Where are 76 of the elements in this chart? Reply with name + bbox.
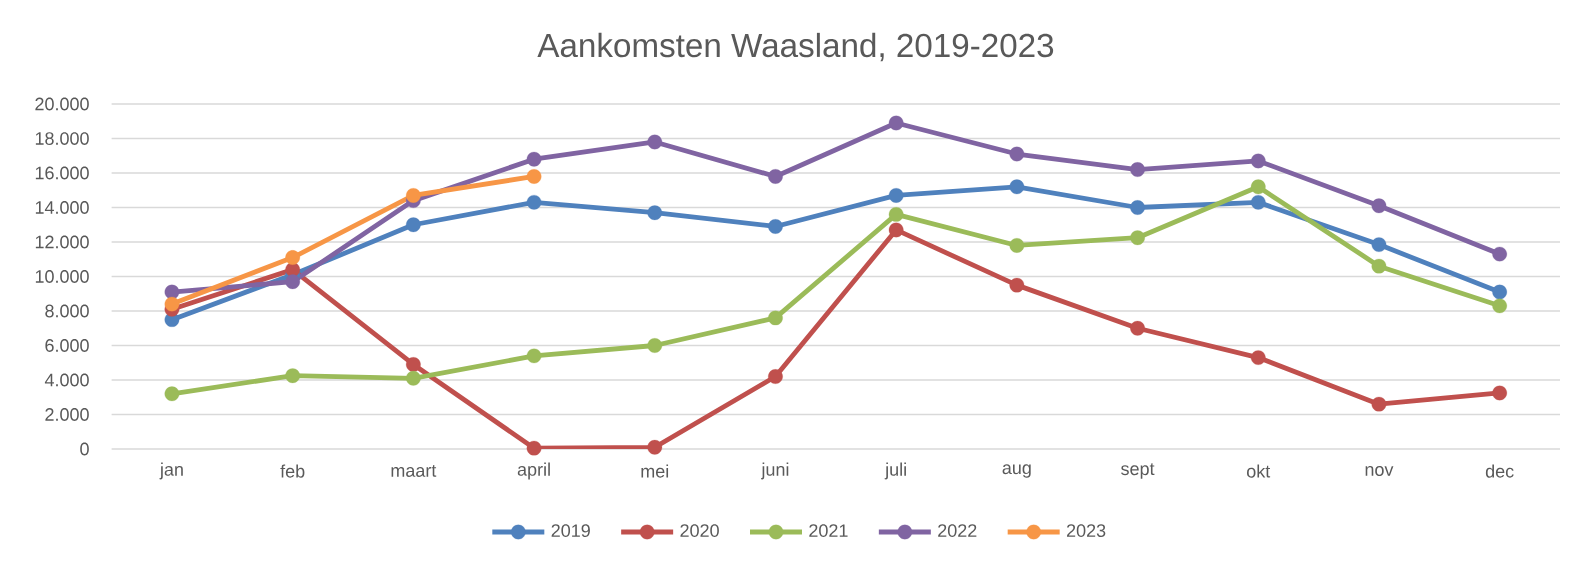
point [1371,258,1387,274]
point [1250,153,1266,169]
y-tick-label: 14.000 [35,201,89,214]
point [647,134,663,150]
point [406,357,421,372]
y-tick-label: 18.000 [35,132,89,145]
point [406,217,421,233]
legend-label: 2023 [1066,524,1106,537]
y-tick-label: 12.000 [35,235,89,249]
chart-title: Aankomsten Waasland, 2019-2023 [537,32,1054,62]
point [647,205,663,220]
legend-label: 2019 [551,524,590,537]
point [888,115,904,131]
x-tick-label: juni [761,462,789,480]
point [1009,179,1025,195]
point [1009,146,1025,162]
legend-label: 2020 [680,524,719,537]
point [1492,385,1507,401]
point [888,207,904,222]
point [285,368,300,384]
point [1492,284,1507,300]
point [164,296,180,312]
x-tick-label: sept [1121,463,1155,479]
y-tick-label: 0 [80,442,89,456]
y-tick-label: 8.000 [45,304,89,318]
point [1371,396,1387,412]
point [526,440,542,456]
x-tick-label: maart [391,465,437,477]
x-tick-label: feb [280,464,305,478]
point [647,338,663,353]
point [1492,246,1507,262]
legend-label: 2021 [809,524,848,537]
x-tick-label: okt [1247,464,1271,478]
y-tick-label: 16.000 [35,166,89,180]
point [1009,238,1025,253]
point [526,348,542,364]
point [406,370,421,386]
point [526,195,542,210]
x-tick-label: nov [1365,466,1394,476]
y-tick-label: 10.000 [35,270,89,283]
point [768,169,783,184]
y-tick-label: 6.000 [45,339,89,352]
point [406,188,421,203]
point [888,188,904,203]
point [1250,179,1266,195]
y-tick-label: 2.000 [45,408,89,421]
point [1492,298,1507,314]
point [888,222,904,238]
point [526,169,542,184]
point [768,310,783,326]
point [164,386,180,402]
x-tick-label: aug [1002,464,1031,478]
point [1130,200,1145,215]
point [1250,350,1266,365]
x-tick-label: mei [641,464,669,478]
point [768,219,783,234]
point [1130,230,1145,246]
point [768,369,783,384]
x-tick-label: april [517,462,550,480]
x-tick-label: juli [884,462,906,480]
point [1371,237,1387,252]
point [285,274,300,289]
point [647,439,663,455]
x-tick-label: dec [1485,464,1514,478]
y-tick-label: 4.000 [44,373,89,387]
point [285,250,300,265]
point [1130,162,1145,177]
point [1130,320,1145,336]
point [1371,198,1387,214]
point [1009,277,1025,293]
point [1250,195,1266,210]
point [164,284,180,300]
legend-label: 2022 [938,524,977,537]
point [526,151,542,167]
y-tick-label: 20.000 [35,97,89,111]
x-tick-label: jan [159,462,183,480]
